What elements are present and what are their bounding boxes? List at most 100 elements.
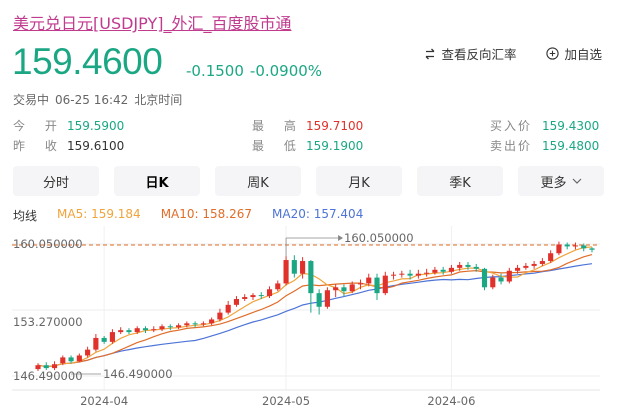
candle-body [382, 275, 388, 294]
status-datetime: 06-25 16:42 [55, 93, 129, 107]
add-watchlist-button[interactable]: 加自选 [546, 44, 602, 63]
ma-legend: 均线 MA5: 159.184 MA10: 158.267 MA20: 157.… [13, 207, 363, 224]
tab-weekly-k[interactable]: 周K [215, 166, 301, 196]
max-leader-arrow [338, 235, 344, 241]
candle-body [275, 283, 281, 290]
candle-body [448, 267, 454, 272]
x-tick-label: 2024-05 [262, 394, 310, 408]
plus-circle-icon [546, 47, 560, 60]
change-percent: -0.0900% [249, 62, 323, 80]
candle-body [93, 337, 99, 350]
candle-body [233, 299, 240, 305]
tab-more[interactable]: 更多 [518, 166, 604, 196]
status-label: 交易中 [13, 93, 50, 107]
candle-body [43, 365, 49, 369]
candle-body [457, 264, 463, 268]
ma20-value: MA20: 157.404 [272, 207, 364, 221]
stats-column-1: 今 开 159.5900 昨 收 159.6100 [13, 116, 124, 156]
candle-body [341, 287, 347, 292]
candle-body [134, 328, 140, 333]
max-price-label: 160.050000 [344, 231, 414, 245]
candle-body [217, 312, 223, 320]
candle-body [523, 265, 529, 268]
open-value: 159.5900 [67, 119, 125, 133]
ma20-line [37, 263, 593, 368]
candle-body [176, 325, 182, 328]
candle-body [68, 357, 74, 362]
candle-body [200, 323, 206, 325]
min-price-label: 146.490000 [103, 367, 173, 381]
high-value: 159.7100 [306, 119, 364, 133]
candle-body [490, 277, 496, 288]
candle-body [531, 263, 537, 266]
candle-body [159, 326, 165, 330]
page-title[interactable]: 美元兑日元[USDJPY]_外汇_百度股市通 [13, 14, 292, 33]
candle-body [333, 287, 339, 291]
stats-column-2: 最 高 159.7100 最 低 159.1900 [252, 116, 363, 156]
candle-body [35, 365, 41, 370]
ask-value: 159.4800 [542, 139, 600, 153]
candle-body [390, 274, 397, 276]
candle-body [374, 277, 380, 294]
candle-body [415, 273, 421, 276]
candle-body [85, 349, 91, 356]
candle-body [515, 267, 521, 271]
candle-body [142, 328, 149, 331]
x-tick-label: 2024-06 [427, 394, 475, 408]
action-bar: 查看反向汇率 加自选 [424, 44, 602, 63]
candle-body [349, 284, 355, 292]
tab-daily-k[interactable]: 日K [114, 166, 200, 196]
prev-close-value: 159.6100 [67, 139, 125, 153]
candle-body [225, 304, 231, 313]
stats-column-3: 买入价 159.4300 卖出价 159.4800 [490, 116, 599, 156]
high-label: 最 高 [252, 119, 304, 133]
candle-body [589, 248, 595, 250]
y-tick-label: 160.050000 [13, 237, 83, 251]
candle-body [366, 277, 372, 284]
open-label: 今 开 [13, 119, 65, 133]
add-watchlist-label: 加自选 [564, 47, 602, 62]
candle-body [118, 330, 124, 333]
candle-body [581, 245, 587, 249]
low-label: 最 低 [252, 139, 304, 153]
candle-body [109, 332, 115, 342]
candle-body [151, 329, 157, 331]
candle-body [357, 283, 364, 285]
candle-body [60, 357, 66, 364]
reverse-rate-label: 查看反向汇率 [441, 47, 517, 62]
candle-body [424, 272, 430, 274]
candle-body [250, 295, 256, 298]
candle-body [465, 264, 471, 267]
candle-body [283, 260, 289, 284]
bid-value: 159.4300 [542, 119, 600, 133]
candle-body [266, 289, 273, 297]
candle-body [316, 293, 322, 307]
reverse-rate-button[interactable]: 查看反向汇率 [424, 44, 516, 63]
candle-body [506, 270, 512, 282]
candlestick-chart[interactable]: 160.050000 146.490000 160.050000 153.270000… [0, 226, 624, 420]
candle-body [258, 295, 264, 297]
tab-monthly-k[interactable]: 月K [316, 166, 402, 196]
candle-body [572, 245, 579, 247]
chevron-down-icon [572, 178, 581, 184]
tab-quarterly-k[interactable]: 季K [417, 166, 503, 196]
tab-intraday[interactable]: 分时 [13, 166, 99, 196]
candle-body [399, 273, 405, 275]
period-tabs: 分时 日K 周K 月K 季K 更多 [13, 166, 604, 196]
candle-body [300, 261, 306, 274]
y-tick-label: 153.270000 [13, 315, 83, 329]
ma5-line [37, 246, 593, 368]
ma10-line [37, 254, 593, 368]
price-change: -0.1500 -0.0900% [186, 62, 328, 80]
candle-body [324, 290, 330, 307]
current-price: 159.4600 [12, 41, 163, 82]
candle-body [101, 337, 107, 342]
candle-body [564, 244, 570, 247]
low-value: 159.1900 [306, 139, 364, 153]
candle-body [291, 260, 297, 274]
candle-body [407, 273, 413, 276]
candle-body [126, 330, 132, 333]
ma5-value: MA5: 159.184 [57, 207, 141, 221]
trading-status: 交易中 06-25 16:42 北京时间 [13, 91, 188, 108]
candle-body [440, 269, 446, 272]
